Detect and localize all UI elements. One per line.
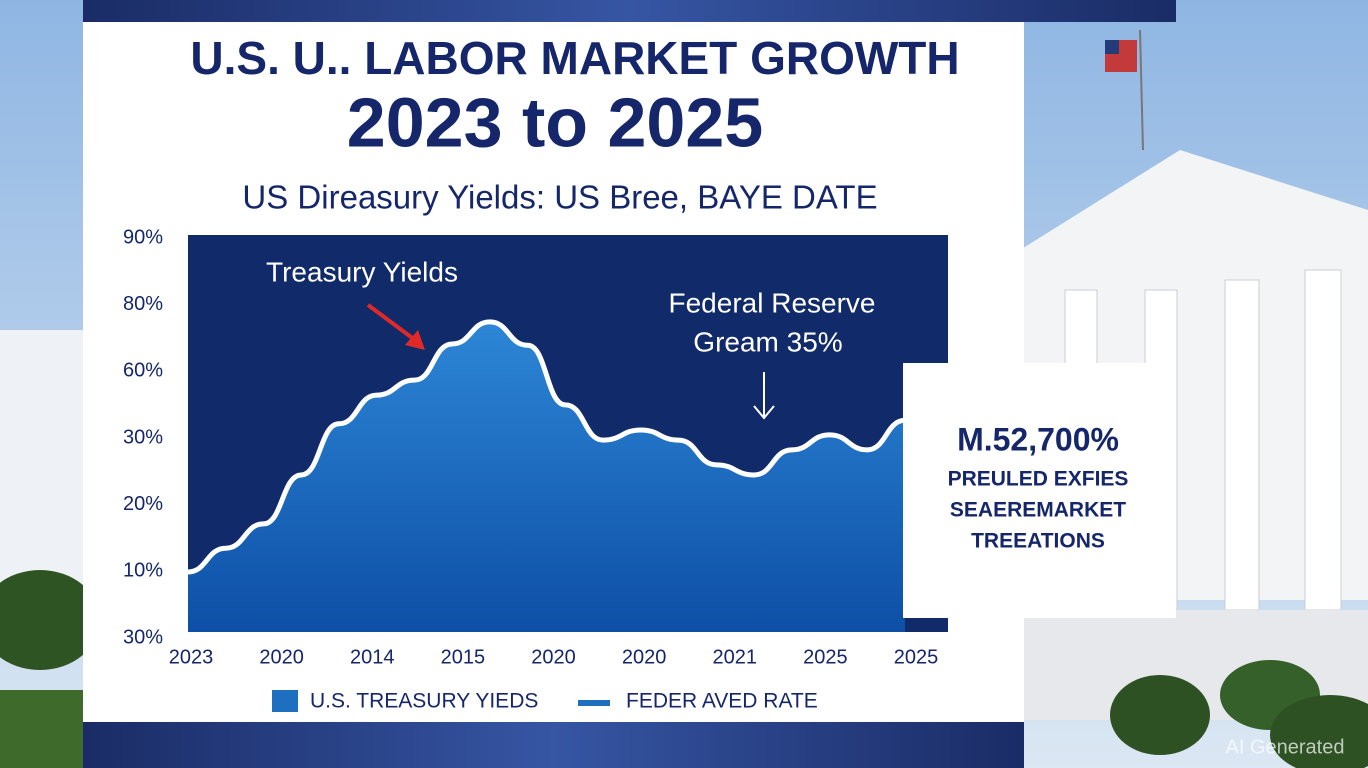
annotation: Treasury Yields — [266, 256, 458, 287]
bottom-band — [83, 722, 1024, 768]
lawn — [0, 690, 90, 768]
x-axis-label: 2020 — [531, 646, 576, 668]
annotation-arrowhead — [405, 330, 425, 350]
annotation: Federal Reserve — [669, 287, 876, 318]
x-axis-label: 2021 — [713, 646, 758, 668]
y-axis-label: 20% — [123, 493, 163, 515]
y-axis-label: 10% — [123, 560, 163, 582]
callout-box — [903, 363, 1176, 618]
x-axis-label: 2023 — [169, 646, 214, 668]
x-axis-label: 2015 — [441, 646, 486, 668]
shrub — [1270, 695, 1368, 768]
annotation: Gream 35% — [693, 326, 842, 357]
y-axis-label: 60% — [123, 360, 163, 382]
legend-swatch — [578, 700, 610, 706]
x-axis-label: 2020 — [622, 646, 667, 668]
annotation-arrowhead — [753, 405, 775, 420]
flag-canton — [1105, 40, 1119, 54]
y-axis-label: 80% — [123, 293, 163, 315]
callout-line: PREULED EXFIES — [948, 468, 1129, 491]
legend-label: FEDER AVED RATE — [626, 690, 818, 713]
y-axis-label: 90% — [123, 226, 163, 248]
callout-value: M.52,700% — [957, 421, 1119, 457]
tree — [0, 570, 100, 670]
legend-swatch — [272, 690, 298, 712]
flagpole — [1139, 29, 1144, 151]
title: U.S. U.. LABOR MARKET GROWTH — [190, 32, 959, 84]
y-axis-label: 30% — [123, 626, 163, 648]
callout-line: TREEATIONS — [971, 530, 1105, 553]
annotation-arrow — [366, 303, 417, 342]
shrub — [1110, 675, 1210, 755]
line — [187, 319, 906, 575]
top-band — [83, 0, 1176, 22]
x-axis-label: 2025 — [894, 646, 939, 668]
subtitle: 2023 to 2025 — [347, 83, 763, 161]
x-axis-label: 2025 — [803, 646, 848, 668]
x-axis-label: 2020 — [259, 646, 304, 668]
heading: US Direasury Yields: US Bree, BAYE DATE — [242, 179, 877, 216]
callout-line: SEAEREMARKET — [950, 499, 1126, 522]
building-left — [0, 330, 90, 590]
y-axis-label: 30% — [123, 426, 163, 448]
legend-label: U.S. TREASURY YIEDS — [310, 690, 538, 713]
watermark: AI Generated — [1226, 736, 1345, 758]
x-axis-label: 2014 — [350, 646, 395, 668]
